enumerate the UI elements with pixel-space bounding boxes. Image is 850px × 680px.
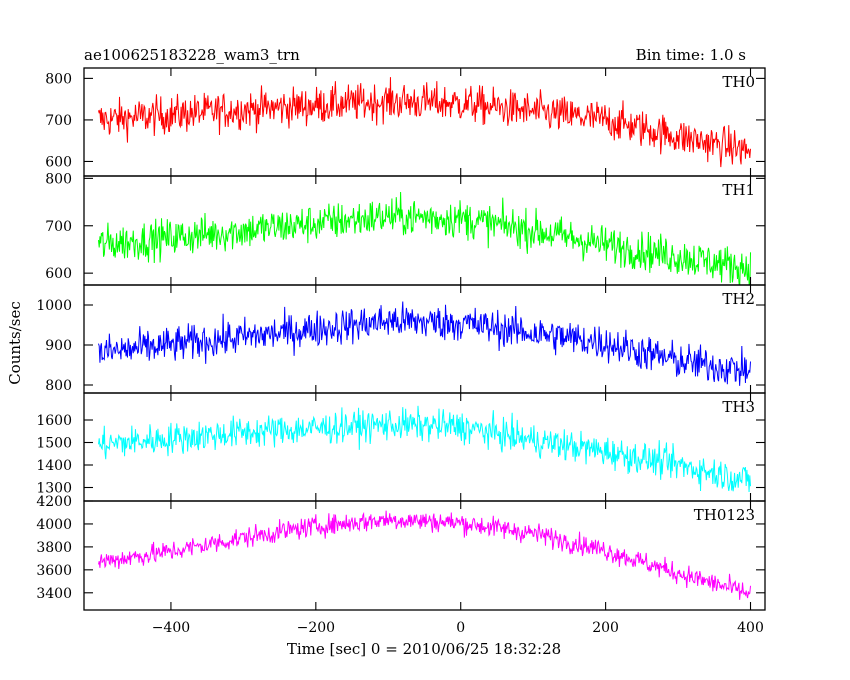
y-tick-label: 700 [45, 219, 72, 235]
x-tick-label: −400 [152, 620, 190, 636]
y-tick-label: 600 [45, 266, 72, 282]
series-line-th0 [98, 77, 752, 168]
panel-th2: 800 900 1000 TH2 [36, 284, 766, 394]
panel-label-th1: TH1 [722, 181, 755, 199]
panel-frame [83, 392, 766, 502]
panel-label-th0: TH0 [722, 73, 755, 91]
x-tick-label: −200 [297, 620, 335, 636]
x-tick-label: 0 [456, 620, 465, 636]
panel-th3: 1300 1400 1500 1600 TH3 [36, 392, 766, 502]
panel-th1: 600 700 800 TH1 [45, 171, 766, 286]
series-line-th2 [98, 301, 752, 386]
x-axis-label: Time [sec] 0 = 2010/06/25 18:32:28 [287, 640, 561, 658]
x-tick-label: 200 [592, 620, 619, 636]
panel-frame [83, 500, 766, 611]
y-tick-label: 800 [45, 71, 72, 87]
x-tick-label: 400 [737, 620, 764, 636]
panel-label-th0123: TH0123 [694, 506, 755, 524]
panel-th0123: 3400 3600 3800 4000 4200 TH0123 [36, 494, 766, 611]
y-tick-label: 1600 [36, 413, 72, 429]
y-tick-label: 1300 [36, 481, 72, 497]
y-tick-label: 4200 [36, 494, 72, 510]
panel-label-th3: TH3 [722, 398, 755, 416]
y-tick-label: 600 [45, 154, 72, 170]
y-tick-label: 1000 [36, 298, 72, 314]
y-tick-label: 3600 [36, 563, 72, 579]
y-axis-label: Counts/sec [6, 301, 24, 385]
bin-time-label: Bin time: 1.0 s [636, 46, 746, 64]
y-tick-label: 3800 [36, 540, 72, 556]
y-tick-label: 3400 [36, 586, 72, 602]
y-tick-label: 1400 [36, 458, 72, 474]
series-line-th0123 [98, 510, 752, 600]
panel-frame [83, 175, 766, 286]
y-tick-label: 900 [45, 338, 72, 354]
y-tick-label: 800 [45, 378, 72, 394]
y-tick-label: 700 [45, 113, 72, 129]
series-line-th1 [97, 191, 752, 285]
plot-title: ae100625183228_wam3_trn [84, 46, 300, 64]
y-tick-label: 4000 [36, 517, 72, 533]
panel-frame [83, 284, 766, 394]
series-line-th3 [97, 405, 752, 493]
y-tick-label: 1500 [36, 436, 72, 452]
panel-th0: 600 700 800 TH0 [45, 67, 766, 177]
panel-label-th2: TH2 [722, 290, 755, 308]
y-tick-label: 800 [45, 171, 72, 187]
x-axis: −400 −200 0 200 400 [152, 620, 764, 636]
panels-group: 600 700 800 TH0 600 700 800 TH1 800 900 1000 TH2 130… [36, 67, 766, 611]
